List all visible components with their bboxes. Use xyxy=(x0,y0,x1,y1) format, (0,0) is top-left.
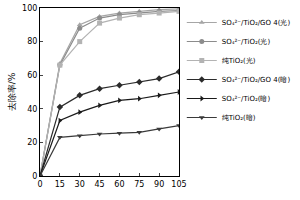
svg-text:0: 0 xyxy=(37,180,42,189)
svg-text:SO₄²⁻/TiO₂(光): SO₄²⁻/TiO₂(光) xyxy=(222,38,271,46)
svg-text:纯TiO₂(暗): 纯TiO₂(暗) xyxy=(222,114,256,122)
svg-text:30: 30 xyxy=(75,180,85,189)
svg-text:100: 100 xyxy=(22,4,37,13)
svg-text:45: 45 xyxy=(94,180,104,189)
svg-text:75: 75 xyxy=(134,180,144,189)
svg-text:105: 105 xyxy=(171,180,186,189)
svg-text:SO₄²⁻/TiO₂(暗): SO₄²⁻/TiO₂(暗) xyxy=(222,95,271,103)
svg-text:SO₄²⁻/TiO₂/GO 4(光): SO₄²⁻/TiO₂/GO 4(光) xyxy=(222,19,291,27)
svg-text:纯TiO₂(光): 纯TiO₂(光) xyxy=(222,57,256,65)
svg-text:0: 0 xyxy=(32,172,37,181)
svg-text:90: 90 xyxy=(154,180,164,189)
svg-text:SO₄²⁻/TiO₂/GO 4(暗): SO₄²⁻/TiO₂/GO 4(暗) xyxy=(222,76,291,84)
svg-text:60: 60 xyxy=(27,71,37,80)
svg-text:15: 15 xyxy=(55,180,65,189)
svg-text:60: 60 xyxy=(114,180,124,189)
svg-text:40: 40 xyxy=(27,105,37,114)
svg-text:去除率/%: 去除率/% xyxy=(7,72,17,111)
svg-text:20: 20 xyxy=(27,138,37,147)
svg-text:80: 80 xyxy=(27,37,37,46)
